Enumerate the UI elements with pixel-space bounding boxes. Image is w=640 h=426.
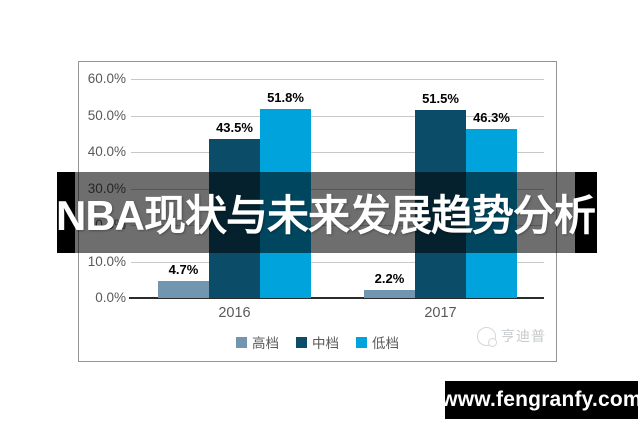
banner-right-cap: [575, 172, 597, 253]
banner-overlay: [75, 172, 575, 253]
y-tick-label: 0.0%: [95, 290, 126, 305]
x-category-label: 2016: [218, 305, 251, 321]
legend: 高档 中档 低档: [79, 332, 556, 352]
website-url: www.fengranfy.com: [441, 388, 640, 411]
legend-item: 高档: [236, 332, 279, 352]
watermark-label: 亨迪普: [501, 328, 546, 344]
y-tick-label: 60.0%: [87, 71, 126, 86]
gridline: [131, 79, 544, 80]
legend-swatch-icon: [296, 336, 307, 348]
legend-swatch-icon: [236, 336, 247, 348]
bar-value-label: 51.5%: [422, 91, 459, 107]
watermark: 亨迪普: [477, 326, 546, 347]
bar: [364, 289, 415, 298]
bar-value-label: 4.7%: [168, 261, 199, 277]
x-category-label: 2017: [424, 305, 457, 321]
website-badge: www.fengranfy.com: [441, 381, 640, 419]
bar-value-label: 46.3%: [473, 110, 510, 125]
y-tick-label: 40.0%: [87, 144, 126, 159]
bar-value-label: 2.2%: [374, 270, 405, 286]
bar-value-label: 43.5%: [216, 120, 253, 136]
page-title: NBA现状与未来发展趋势分析: [56, 192, 596, 239]
gridline: [131, 261, 544, 263]
banner-left-cap: [57, 172, 75, 253]
gridline: [131, 115, 544, 117]
bar-value-label: 51.8%: [267, 89, 304, 105]
bar: [158, 280, 209, 298]
legend-label: 中档: [312, 336, 339, 351]
legend-item: 低档: [356, 332, 399, 352]
y-tick-label: 50.0%: [87, 107, 126, 123]
legend-item: 中档: [296, 332, 339, 352]
y-tick-label: 10.0%: [87, 253, 126, 269]
legend-label: 低档: [372, 336, 399, 351]
legend-swatch-icon: [356, 336, 367, 348]
watermark-logo-icon: [477, 326, 497, 347]
gridline: [131, 152, 544, 153]
legend-label: 高档: [252, 336, 279, 351]
x-axis-line: [129, 297, 544, 299]
